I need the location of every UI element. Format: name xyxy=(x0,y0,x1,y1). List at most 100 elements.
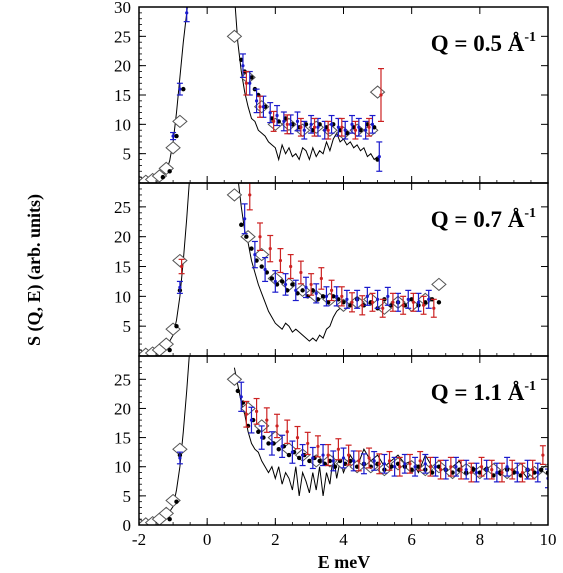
y-tick-label: 30 xyxy=(114,0,131,17)
error-bar-point xyxy=(178,456,182,460)
model-curve-line xyxy=(234,7,378,162)
filled-dot-marker xyxy=(300,288,305,293)
filled-dot-marker xyxy=(167,516,172,522)
panel-2: 5 10 15 20 25 Q = 0.7 Å-1 xyxy=(114,182,549,357)
x-tick-label: 10 xyxy=(540,530,557,549)
error-bar-point xyxy=(253,252,257,257)
error-bar-point xyxy=(314,291,318,295)
panel-label-superscript: -1 xyxy=(524,379,536,394)
filled-dot-marker xyxy=(315,297,321,302)
y-tick-label: 10 xyxy=(114,458,131,477)
error-bar-point xyxy=(428,465,433,469)
filled-dot-marker xyxy=(303,122,309,127)
filled-dot-marker xyxy=(276,447,281,452)
error-bar-point xyxy=(326,453,330,457)
error-bar-point xyxy=(324,294,329,298)
error-bar-point xyxy=(260,435,264,440)
filled-dot-marker xyxy=(254,258,259,263)
filled-dot-marker xyxy=(450,470,455,475)
error-bar-point xyxy=(283,282,288,287)
error-bar-point xyxy=(254,99,259,103)
error-bar-point xyxy=(377,462,381,466)
y-tick-label: 15 xyxy=(114,258,131,277)
error-bar-point xyxy=(485,468,489,472)
error-bar-point xyxy=(261,105,266,109)
error-bar-point xyxy=(444,468,448,472)
filled-dot-marker xyxy=(167,169,172,174)
x-tick-label: -2 xyxy=(132,530,146,549)
error-bar-point xyxy=(469,470,473,475)
panel-label: Q = 0.5 Å-1 xyxy=(431,30,536,56)
filled-dot-marker xyxy=(436,464,442,469)
error-bar-point xyxy=(345,297,349,301)
filled-dot-marker xyxy=(354,464,360,469)
error-bar-point xyxy=(382,462,386,466)
filled-dot-marker xyxy=(518,473,523,478)
error-bar-point xyxy=(278,258,283,263)
error-bar-point xyxy=(474,470,479,475)
error-bar-point xyxy=(343,128,347,132)
error-bar-point xyxy=(289,122,293,126)
filled-dot-marker xyxy=(477,470,483,475)
y-tick-label: 20 xyxy=(114,57,131,76)
error-bar-point xyxy=(372,459,376,463)
model-curve-line xyxy=(237,183,344,342)
filled-dot-marker xyxy=(256,429,261,434)
filled-dot-marker xyxy=(429,470,435,475)
filled-dot-marker xyxy=(436,300,442,305)
error-bar-point xyxy=(180,264,184,269)
error-bar-point xyxy=(268,247,272,251)
error-bar-point xyxy=(370,300,375,304)
diamond-marker xyxy=(369,85,386,99)
panel-1: 5 10 15 20 25 30 Q = 0.5 Å-1 xyxy=(114,0,549,184)
filled-dot-marker xyxy=(348,303,353,308)
error-bar-point xyxy=(510,468,514,472)
error-bar-point xyxy=(500,470,504,475)
filled-dot-marker xyxy=(295,291,300,296)
error-bar-point xyxy=(171,134,175,138)
error-bar-point xyxy=(367,456,371,460)
filled-dot-marker xyxy=(337,128,343,133)
filled-dot-marker xyxy=(279,279,285,284)
filled-dot-marker xyxy=(416,464,421,469)
error-bar-point xyxy=(353,128,358,132)
panel-label-text: Q = 0.5 Å xyxy=(431,31,525,56)
filled-dot-marker xyxy=(470,467,476,472)
filled-dot-marker xyxy=(285,288,290,293)
filled-dot-marker xyxy=(409,467,414,472)
error-bar-point xyxy=(335,294,339,298)
error-bar-point xyxy=(393,465,397,469)
panel-label-superscript: -1 xyxy=(524,30,536,45)
filled-dot-marker xyxy=(310,128,316,133)
error-bar-point xyxy=(178,285,182,289)
error-bar-point xyxy=(418,459,422,463)
error-bar-point xyxy=(336,125,340,129)
error-bar-point xyxy=(459,468,463,472)
error-bar-point xyxy=(340,125,344,129)
filled-dot-marker xyxy=(286,452,292,458)
panel-plot-area xyxy=(139,183,447,356)
error-bar-point xyxy=(340,294,344,298)
diamond-marker xyxy=(226,188,243,202)
panel-label: Q = 1.1 Å-1 xyxy=(431,379,536,405)
error-bar-point xyxy=(285,430,289,434)
error-bar-point xyxy=(258,105,262,109)
filled-dot-marker xyxy=(235,388,241,394)
filled-dot-marker xyxy=(283,116,288,121)
error-bar-point xyxy=(254,409,259,413)
filled-dot-marker xyxy=(532,470,537,475)
y-tick-label: 15 xyxy=(114,429,131,448)
error-bar-point xyxy=(265,418,269,422)
error-bar-point xyxy=(531,468,535,472)
filled-dot-marker xyxy=(389,464,394,469)
error-bar-point xyxy=(365,294,369,298)
filled-dot-marker xyxy=(351,125,356,130)
error-bar-point xyxy=(464,468,468,472)
error-bar-point xyxy=(290,450,294,454)
error-bar-point xyxy=(312,125,317,129)
error-bar-point xyxy=(272,119,276,123)
filled-dot-marker xyxy=(322,461,327,467)
error-bar-point xyxy=(280,444,284,448)
filled-dot-marker xyxy=(290,282,295,287)
